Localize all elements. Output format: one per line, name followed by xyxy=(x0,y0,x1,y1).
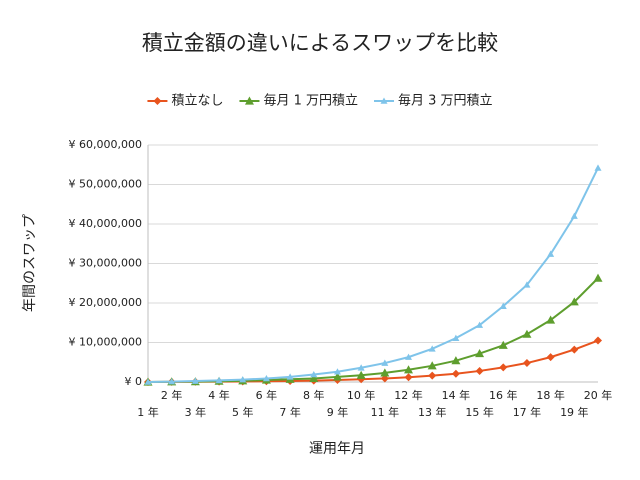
marker xyxy=(168,378,176,385)
x-tick-label: 13 年 xyxy=(418,405,447,419)
x-tick-label: 7 年 xyxy=(279,405,301,419)
legend-label: 毎月 3 万円積立 xyxy=(398,93,493,109)
marker xyxy=(451,369,460,378)
marker xyxy=(332,372,342,381)
y-tick-label: ¥ 40,000,000 xyxy=(69,217,142,230)
marker xyxy=(522,359,531,368)
y-axis-title: 年間のスワップ xyxy=(22,214,38,312)
marker xyxy=(428,345,436,352)
x-axis-title: 運用年月 xyxy=(309,441,365,457)
x-tick-label: 6 年 xyxy=(256,388,278,402)
marker xyxy=(381,359,389,366)
y-tick-label: ¥ 10,000,000 xyxy=(69,336,142,349)
marker xyxy=(191,377,199,384)
x-tick-label: 10 年 xyxy=(347,388,376,402)
marker xyxy=(498,340,508,349)
legend-label: 積立なし xyxy=(171,94,223,109)
legend-label: 毎月 1 万円積立 xyxy=(263,93,358,109)
marker xyxy=(546,315,556,324)
marker xyxy=(215,376,223,384)
x-tick-label: 18 年 xyxy=(536,388,565,402)
y-tick-label: ¥ 50,000,000 xyxy=(69,178,142,191)
marker xyxy=(333,368,341,375)
chart-title: 積立金額の違いによるスワップを比較 xyxy=(142,31,498,55)
x-tick-label: 8 年 xyxy=(303,388,325,402)
marker xyxy=(404,373,413,382)
marker xyxy=(309,373,319,383)
x-tick-label: 15 年 xyxy=(465,405,494,419)
marker xyxy=(144,378,152,385)
marker xyxy=(452,334,460,341)
x-tick-label: 12 年 xyxy=(394,388,423,402)
y-tick-label: ¥ 30,000,000 xyxy=(69,257,142,270)
marker xyxy=(310,370,318,378)
x-tick-label: 4 年 xyxy=(208,388,230,402)
x-tick-label: 5 年 xyxy=(232,405,254,419)
marker xyxy=(475,366,484,375)
marker xyxy=(428,371,437,380)
marker xyxy=(594,336,602,345)
marker xyxy=(380,97,388,104)
marker xyxy=(356,370,366,379)
marker xyxy=(570,212,578,219)
x-tick-label: 17 年 xyxy=(513,405,542,419)
x-tick-label: 11 年 xyxy=(371,405,400,419)
marker xyxy=(547,250,555,257)
marker xyxy=(594,164,602,171)
x-tick-label: 1 年 xyxy=(137,405,159,419)
marker xyxy=(593,273,603,282)
y-tick-label: ¥ 60,000,000 xyxy=(69,138,142,151)
marker xyxy=(523,281,531,288)
series-line xyxy=(147,167,599,383)
marker xyxy=(244,96,254,105)
marker xyxy=(570,345,579,354)
marker xyxy=(476,321,484,328)
x-tick-label: 16 年 xyxy=(489,388,518,402)
legend: 積立なし 毎月 1 万円積立 毎月 3 万円積立 xyxy=(147,93,493,109)
y-tick-label: ¥ 20,000,000 xyxy=(69,296,142,309)
x-tick-label: 14 年 xyxy=(442,388,471,402)
marker xyxy=(546,353,555,362)
marker xyxy=(239,376,247,383)
marker xyxy=(404,365,414,374)
y-tick-label: ¥ 0 xyxy=(125,375,143,388)
series-line xyxy=(147,339,599,383)
marker xyxy=(153,97,162,105)
marker xyxy=(522,329,532,338)
x-tick-label: 9 年 xyxy=(327,405,349,419)
marker xyxy=(262,374,270,382)
marker xyxy=(569,297,579,306)
marker xyxy=(499,363,508,372)
marker xyxy=(380,368,390,377)
marker xyxy=(451,356,461,365)
marker xyxy=(499,302,507,309)
marker xyxy=(357,364,365,371)
marker xyxy=(475,349,485,358)
x-tick-label: 3 年 xyxy=(185,405,207,419)
x-tick-label: 20 年 xyxy=(584,388,613,402)
x-tick-label: 19 年 xyxy=(560,405,589,419)
x-tick-label: 2 年 xyxy=(161,388,183,402)
marker xyxy=(286,373,294,380)
marker xyxy=(405,353,413,360)
marker xyxy=(427,361,437,370)
